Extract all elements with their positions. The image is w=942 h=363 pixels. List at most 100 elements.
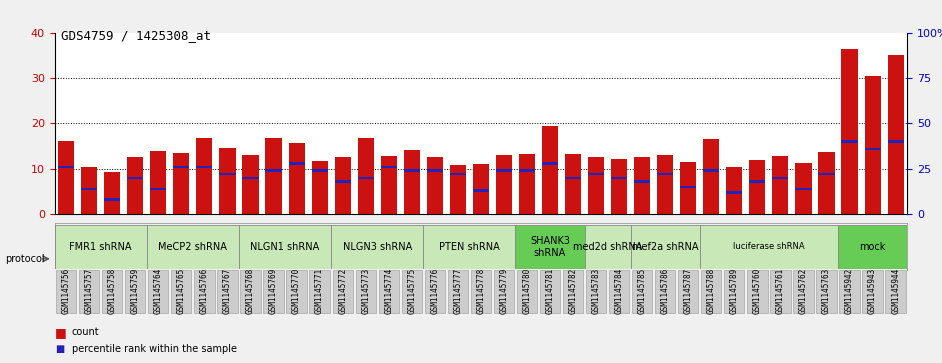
Text: GSM1145766: GSM1145766 — [200, 268, 209, 314]
Bar — [219, 148, 236, 214]
Bar — [127, 157, 143, 214]
Bar — [242, 177, 258, 179]
Bar — [588, 158, 604, 214]
Text: NLGN3 shRNA: NLGN3 shRNA — [343, 242, 412, 252]
Bar — [655, 269, 675, 313]
Bar — [56, 269, 76, 313]
Bar — [519, 154, 535, 214]
Bar — [726, 167, 742, 214]
Bar — [542, 126, 558, 214]
Bar — [680, 162, 696, 214]
Bar — [795, 163, 811, 214]
Text: GSM1145780: GSM1145780 — [523, 268, 531, 314]
Bar — [563, 269, 583, 313]
Bar — [355, 269, 376, 313]
Bar — [264, 269, 284, 313]
Bar — [565, 154, 581, 214]
Text: SHANK3
shRNA: SHANK3 shRNA — [530, 236, 570, 258]
Bar — [58, 141, 74, 214]
Text: GSM1145775: GSM1145775 — [407, 268, 416, 314]
Bar — [219, 173, 236, 175]
Text: NLGN1 shRNA: NLGN1 shRNA — [251, 242, 319, 252]
Bar — [449, 173, 466, 175]
Bar — [817, 269, 836, 313]
Text: GSM1145756: GSM1145756 — [61, 268, 71, 314]
Text: GSM1145761: GSM1145761 — [776, 268, 785, 314]
Bar — [865, 148, 881, 150]
Bar — [540, 269, 560, 313]
Bar — [701, 269, 722, 313]
Bar — [404, 150, 420, 214]
Bar — [865, 76, 881, 214]
Bar — [611, 159, 627, 214]
Bar — [288, 162, 304, 164]
Bar — [404, 170, 420, 172]
Bar — [332, 225, 423, 269]
Bar — [680, 186, 696, 188]
Bar — [105, 199, 121, 201]
Text: GSM1145769: GSM1145769 — [269, 268, 278, 314]
Bar — [819, 152, 835, 214]
Bar — [55, 225, 147, 269]
Text: GSM1145774: GSM1145774 — [384, 268, 393, 314]
Bar — [885, 269, 906, 313]
Text: GSM1145771: GSM1145771 — [316, 268, 324, 314]
Bar — [495, 155, 512, 214]
Bar — [173, 153, 189, 214]
Bar — [704, 139, 720, 214]
Bar — [334, 180, 350, 183]
Bar — [218, 269, 237, 313]
Bar — [312, 170, 328, 172]
Text: GSM1145759: GSM1145759 — [131, 268, 139, 314]
Bar — [105, 172, 121, 214]
Text: GSM1145758: GSM1145758 — [107, 268, 117, 314]
Bar — [125, 269, 145, 313]
Bar — [148, 269, 169, 313]
Bar — [887, 140, 903, 143]
Bar — [286, 269, 307, 313]
Text: GSM1145942: GSM1145942 — [845, 268, 854, 314]
Text: GSM1145760: GSM1145760 — [753, 268, 762, 314]
Bar — [196, 138, 213, 214]
Bar — [632, 269, 652, 313]
Bar — [449, 165, 466, 214]
Bar — [749, 180, 766, 183]
Bar — [495, 170, 512, 172]
Bar — [542, 162, 558, 164]
Text: GSM1145778: GSM1145778 — [477, 268, 485, 314]
Bar — [58, 166, 74, 168]
Text: GSM1145767: GSM1145767 — [223, 268, 232, 314]
Bar — [747, 269, 768, 313]
Bar — [266, 138, 282, 214]
Text: protocol: protocol — [5, 254, 44, 264]
Text: GSM1145773: GSM1145773 — [361, 268, 370, 314]
Bar — [634, 158, 650, 214]
Bar — [700, 225, 838, 269]
Bar — [749, 160, 766, 214]
Bar — [266, 170, 282, 172]
Text: GSM1145770: GSM1145770 — [292, 268, 301, 314]
Text: mef2a shRNA: mef2a shRNA — [632, 242, 698, 252]
Text: GSM1145764: GSM1145764 — [154, 268, 163, 314]
Bar — [147, 225, 239, 269]
Bar — [841, 49, 857, 214]
Text: count: count — [72, 327, 99, 337]
Bar — [173, 166, 189, 168]
Bar — [171, 269, 191, 313]
Bar — [425, 269, 445, 313]
Bar — [726, 191, 742, 193]
Text: GSM1145765: GSM1145765 — [177, 268, 186, 314]
Bar — [588, 173, 604, 175]
Bar — [81, 188, 97, 190]
Text: GSM1145788: GSM1145788 — [706, 268, 716, 314]
Bar — [772, 177, 788, 179]
Bar — [127, 177, 143, 179]
Bar — [151, 151, 167, 214]
Text: percentile rank within the sample: percentile rank within the sample — [72, 344, 236, 354]
Bar — [863, 269, 883, 313]
Bar — [358, 177, 374, 179]
Text: luciferase shRNA: luciferase shRNA — [733, 242, 804, 251]
Text: GSM1145784: GSM1145784 — [614, 268, 624, 314]
Text: mock: mock — [859, 242, 885, 252]
Bar — [634, 180, 650, 183]
